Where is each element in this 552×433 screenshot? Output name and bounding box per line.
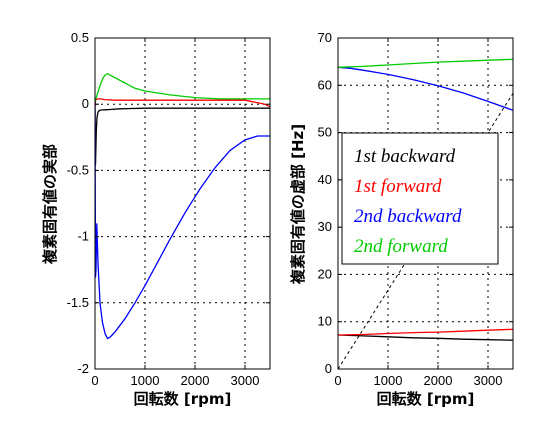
legend-entry: 2nd backward (354, 206, 462, 227)
plot-frame (337, 37, 514, 370)
y-tick-label: 70 (318, 30, 332, 45)
legend-box (341, 132, 499, 265)
legend-entry: 1st forward (354, 176, 442, 197)
y-tick-label: 30 (318, 219, 332, 234)
legend: 1st backward 1st forward 2nd backward 2nd f… (341, 132, 499, 265)
y-tick-label: 40 (318, 172, 332, 187)
x-axis-label: 回転数 [rpm] (134, 390, 232, 408)
series-line-1st-backward (95, 107, 270, 166)
legend-entry: 2nd forward (354, 236, 448, 257)
series-line-1st-backward (338, 334, 513, 341)
x-axis-label: 回転数 [rpm] (377, 390, 475, 408)
legend-entry: 1st backward (354, 146, 456, 167)
y-tick-label: 60 (318, 77, 332, 92)
y-tick-label: 10 (318, 314, 332, 329)
x-tick-label: 3000 (231, 373, 260, 388)
x-tick-label: 2000 (424, 373, 453, 388)
y-tick-label: 0 (82, 96, 89, 111)
x-tick-label: 0 (91, 373, 98, 388)
y-tick-label: -1 (77, 229, 89, 244)
plot-frame (94, 37, 271, 370)
y-tick-label: -1.5 (67, 295, 89, 310)
plot-area (95, 38, 270, 369)
series-line-1st-forward (338, 328, 513, 336)
imaginary-part-chart: 0 1000 2000 3000 0 10 20 30 40 50 60 70 回転数 [rpm] 複素固… (289, 30, 514, 408)
x-tick-label: 2000 (181, 373, 210, 388)
y-tick-label: 0 (325, 361, 332, 376)
y-tick-label: 0.5 (71, 30, 89, 45)
x-tick-label: 3000 (474, 373, 503, 388)
series-line-2nd-backward (95, 101, 270, 340)
series-line-2nd-forward (338, 58, 513, 68)
y-tick-label: -0.5 (67, 162, 89, 177)
real-part-chart: 0 1000 2000 3000 -2 -1.5 -1 -0.5 0 0.5 回転数 [rpm] 複素… (41, 30, 271, 408)
x-tick-label: 1000 (131, 373, 160, 388)
y-axis-label: 複素固有値の虚部 [Hz] (289, 124, 307, 285)
y-tick-label: -2 (77, 361, 89, 376)
y-axis-label: 複素固有値の実部 (41, 144, 59, 265)
series-line-2nd-backward (338, 66, 513, 111)
y-tick-label: 20 (318, 266, 332, 281)
x-tick-label: 0 (334, 373, 341, 388)
y-tick-label: 50 (318, 125, 332, 140)
series-line-2nd-forward (95, 72, 270, 102)
x-tick-label: 1000 (374, 373, 403, 388)
